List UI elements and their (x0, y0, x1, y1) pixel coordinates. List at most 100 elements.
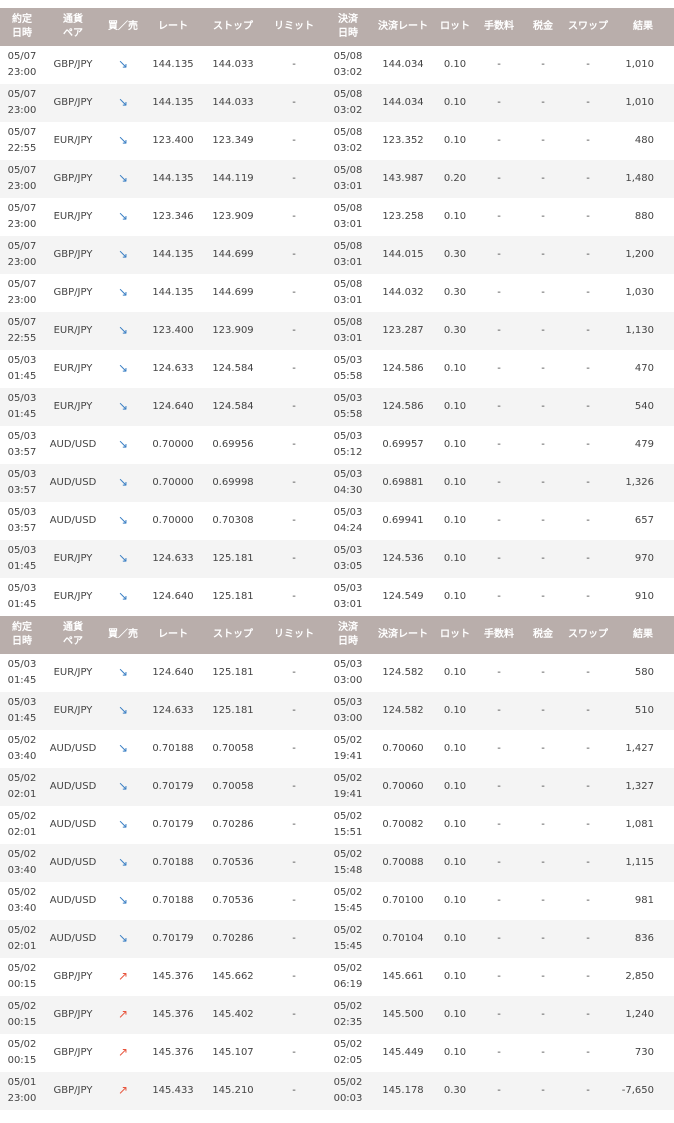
header-tax: 税金 (522, 8, 564, 46)
cell-lot: 0.30 (434, 236, 476, 274)
cell-rate: 124.633 (144, 540, 202, 578)
cell-direction: ↘ (102, 882, 144, 920)
cell-swap: - (564, 388, 612, 426)
cell-settle-rate: 145.500 (372, 996, 434, 1034)
cell-settle-date: 05/08 03:02 (324, 46, 372, 84)
cell-currency-pair: EUR/JPY (44, 312, 102, 350)
table-row: 05/02 00:15 GBP/JPY ↗ 145.376 145.107-05/02 02… (0, 1034, 674, 1072)
header-stop: ストップ (202, 8, 264, 46)
cell-direction: ↘ (102, 198, 144, 236)
cell-settle-date: 05/03 05:58 (324, 388, 372, 426)
sell-arrow-icon: ↘ (117, 247, 129, 261)
table-row: 05/02 03:40 AUD/USD ↘ 0.70188 0.70058-05/02 19… (0, 730, 674, 768)
cell-swap: - (564, 1072, 612, 1110)
cell-swap: - (564, 578, 612, 616)
cell-settle-date: 05/02 15:45 (324, 882, 372, 920)
cell-direction: ↘ (102, 426, 144, 464)
cell-settle-rate: 0.70104 (372, 920, 434, 958)
cell-settle-date: 05/02 19:41 (324, 730, 372, 768)
cell-stop: 125.181 (202, 692, 264, 730)
table-row: 05/07 23:00 GBP/JPY ↘ 144.135 144.699-05/08 03… (0, 274, 674, 312)
cell-limit: - (264, 426, 324, 464)
cell-fee: - (476, 844, 522, 882)
cell-limit: - (264, 692, 324, 730)
cell-settle-rate: 145.449 (372, 1034, 434, 1072)
cell-settle-rate: 144.034 (372, 46, 434, 84)
header-result: 結果 (612, 616, 674, 654)
table-row: 05/03 01:45 EUR/JPY ↘ 124.633 124.584-05/03 05… (0, 350, 674, 388)
cell-trade-date: 05/03 01:45 (0, 350, 44, 388)
header-settle-date: 決済 日時 (324, 616, 372, 654)
cell-trade-date: 05/03 01:45 (0, 692, 44, 730)
table-row: 05/03 03:57 AUD/USD ↘ 0.70000 0.69998-05/03 04… (0, 464, 674, 502)
header-row: 約定 日時 通貨 ペア 買／売 レート ストップ リミット 決済 日時 決済レート ロット 手数料 税金ス… (0, 616, 674, 654)
cell-lot: 0.10 (434, 730, 476, 768)
cell-fee: - (476, 160, 522, 198)
cell-currency-pair: EUR/JPY (44, 122, 102, 160)
cell-trade-date: 05/02 03:40 (0, 844, 44, 882)
cell-stop: 125.181 (202, 654, 264, 692)
cell-limit: - (264, 312, 324, 350)
cell-settle-rate: 0.69881 (372, 464, 434, 502)
cell-direction: ↗ (102, 1034, 144, 1072)
cell-settle-date: 05/03 05:58 (324, 350, 372, 388)
table-row: 05/03 01:45 EUR/JPY ↘ 124.640 125.181-05/03 03… (0, 654, 674, 692)
cell-swap: - (564, 806, 612, 844)
cell-settle-date: 05/03 03:00 (324, 654, 372, 692)
cell-direction: ↘ (102, 502, 144, 540)
cell-currency-pair: GBP/JPY (44, 1072, 102, 1110)
cell-tax: - (522, 844, 564, 882)
cell-fee: - (476, 540, 522, 578)
cell-tax: - (522, 730, 564, 768)
cell-result: 1,480 (612, 160, 674, 198)
cell-rate: 0.70188 (144, 882, 202, 920)
cell-stop: 124.584 (202, 388, 264, 426)
cell-swap: - (564, 920, 612, 958)
table-row: 05/07 23:00 GBP/JPY ↘ 144.135 144.699-05/08 03… (0, 236, 674, 274)
cell-tax: - (522, 540, 564, 578)
cell-result: 1,081 (612, 806, 674, 844)
cell-settle-date: 05/08 03:01 (324, 274, 372, 312)
header-settle-rate: 決済レート (372, 616, 434, 654)
cell-settle-date: 05/03 05:12 (324, 426, 372, 464)
header-row: 約定 日時 通貨 ペア 買／売 レート ストップ リミット 決済 日時 決済レート ロット 手数料 税金ス… (0, 8, 674, 46)
cell-result: 480 (612, 122, 674, 160)
sell-arrow-icon: ↘ (117, 817, 129, 831)
cell-result: 1,327 (612, 768, 674, 806)
cell-swap: - (564, 1034, 612, 1072)
cell-result: 470 (612, 350, 674, 388)
cell-settle-rate: 144.015 (372, 236, 434, 274)
cell-fee: - (476, 806, 522, 844)
header-stop: ストップ (202, 616, 264, 654)
cell-stop: 124.584 (202, 350, 264, 388)
cell-result: 510 (612, 692, 674, 730)
cell-fee: - (476, 730, 522, 768)
cell-trade-date: 05/07 23:00 (0, 198, 44, 236)
cell-rate: 144.135 (144, 160, 202, 198)
cell-stop: 0.70286 (202, 920, 264, 958)
cell-direction: ↘ (102, 46, 144, 84)
sell-arrow-icon: ↘ (117, 95, 129, 109)
cell-swap: - (564, 46, 612, 84)
cell-trade-date: 05/02 00:15 (0, 1034, 44, 1072)
cell-limit: - (264, 502, 324, 540)
cell-swap: - (564, 882, 612, 920)
cell-settle-date: 05/08 03:02 (324, 122, 372, 160)
cell-rate: 144.135 (144, 274, 202, 312)
cell-tax: - (522, 312, 564, 350)
cell-settle-date: 05/03 03:05 (324, 540, 372, 578)
cell-direction: ↗ (102, 1072, 144, 1110)
cell-direction: ↘ (102, 654, 144, 692)
cell-fee: - (476, 236, 522, 274)
cell-settle-date: 05/08 03:01 (324, 312, 372, 350)
cell-limit: - (264, 996, 324, 1034)
cell-lot: 0.10 (434, 1034, 476, 1072)
table-row: 05/07 23:00 GBP/JPY ↘ 144.135 144.033-05/08 03… (0, 84, 674, 122)
cell-swap: - (564, 996, 612, 1034)
cell-currency-pair: GBP/JPY (44, 958, 102, 996)
cell-trade-date: 05/02 03:40 (0, 882, 44, 920)
cell-tax: - (522, 198, 564, 236)
cell-result: 730 (612, 1034, 674, 1072)
cell-currency-pair: GBP/JPY (44, 84, 102, 122)
table-row: 05/02 00:15 GBP/JPY ↗ 145.376 145.402-05/02 02… (0, 996, 674, 1034)
